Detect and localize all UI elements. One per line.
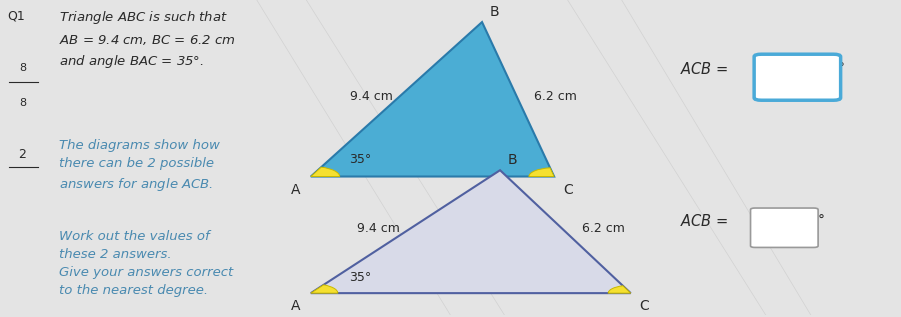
Wedge shape xyxy=(311,167,340,177)
Polygon shape xyxy=(311,22,554,177)
Polygon shape xyxy=(311,170,631,293)
Text: 9.4 cm: 9.4 cm xyxy=(350,90,393,103)
FancyBboxPatch shape xyxy=(754,54,841,100)
Text: °: ° xyxy=(818,214,825,228)
Text: B: B xyxy=(489,5,499,19)
Text: Work out the values of
these 2 answers.
Give your answers correct
to the nearest: Work out the values of these 2 answers. … xyxy=(59,230,232,297)
Text: B: B xyxy=(507,153,517,167)
Text: 35°: 35° xyxy=(349,153,371,166)
Text: C: C xyxy=(563,183,573,197)
Text: A: A xyxy=(290,300,300,314)
Text: A: A xyxy=(290,183,300,197)
Text: The diagrams show how
there can be 2 possible
answers for angle $ACB$.: The diagrams show how there can be 2 pos… xyxy=(59,139,220,193)
Wedge shape xyxy=(311,285,338,293)
Text: 6.2 cm: 6.2 cm xyxy=(582,222,624,235)
Text: C: C xyxy=(640,300,650,314)
Text: Triangle $ABC$ is such that
$AB$ = 9.4 cm, $BC$ = 6.2 cm
and angle $BAC$ = 35°.: Triangle $ABC$ is such that $AB$ = 9.4 c… xyxy=(59,10,235,70)
Text: $ACB$ =: $ACB$ = xyxy=(680,213,729,229)
Text: 9.4 cm: 9.4 cm xyxy=(357,222,400,235)
Text: 6.2 cm: 6.2 cm xyxy=(534,90,578,103)
Text: $ACB$ =: $ACB$ = xyxy=(680,61,729,77)
Text: Q1: Q1 xyxy=(7,10,25,23)
Wedge shape xyxy=(529,168,554,177)
Text: °: ° xyxy=(838,62,845,76)
FancyBboxPatch shape xyxy=(751,208,818,248)
Text: 8: 8 xyxy=(19,98,26,108)
Text: 35°: 35° xyxy=(349,271,371,284)
Wedge shape xyxy=(608,286,631,293)
Text: 8: 8 xyxy=(19,63,26,73)
Text: 2: 2 xyxy=(19,148,26,161)
